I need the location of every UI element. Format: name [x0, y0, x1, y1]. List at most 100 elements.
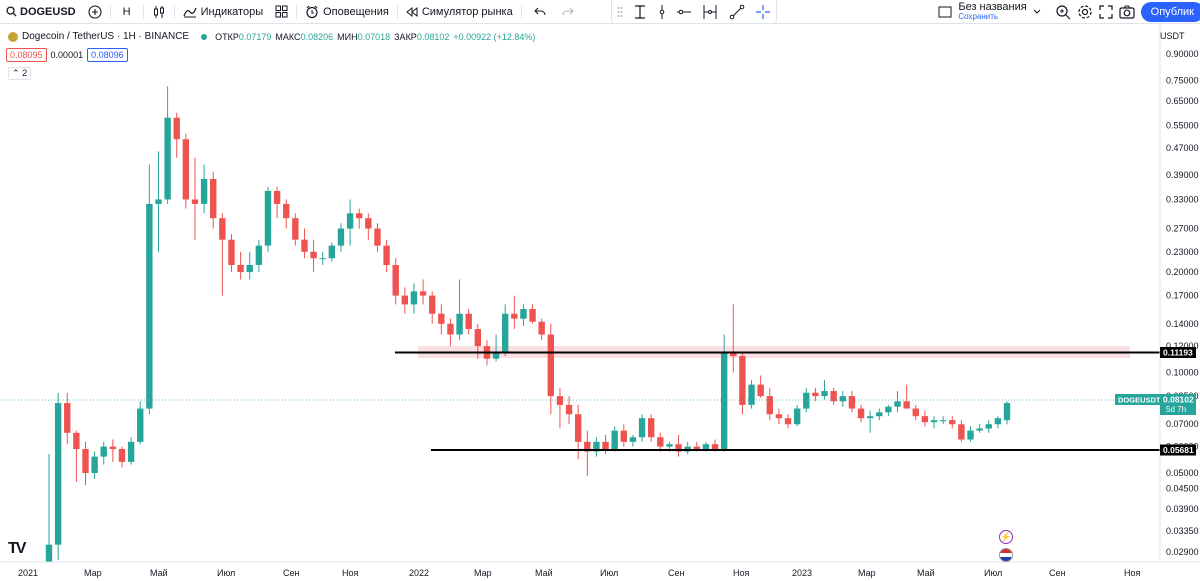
camera-icon[interactable] [1119, 5, 1135, 19]
chart-type-button[interactable] [146, 0, 172, 24]
ohlc-values: ОТКР0.07179 МАКС0.08206 МИН0.07018 ЗАКР0… [215, 32, 535, 42]
symbol-title[interactable]: Dogecoin / TetherUS · 1H · BINANCE [22, 31, 190, 42]
candle [401, 287, 409, 314]
candle [866, 410, 874, 433]
price-tick-label: 0.23000 [1166, 247, 1199, 257]
time-tick-label: Июл [217, 568, 235, 578]
candle [91, 451, 98, 479]
candle [173, 112, 180, 158]
candle [237, 251, 244, 280]
candle [319, 251, 326, 265]
price-tick-label: 0.03350 [1166, 526, 1199, 536]
us-flag-event-icon[interactable] [999, 548, 1013, 562]
indicators-button[interactable]: Индикаторы [177, 0, 270, 24]
trade-buttons: 0.08095 0.00001 0.08096 [6, 48, 128, 62]
text-cursor-icon[interactable] [633, 4, 647, 20]
buy-button[interactable]: 0.08096 [87, 48, 128, 62]
resistance-price-tag [1160, 347, 1196, 358]
alerts-button[interactable]: Оповещения [299, 0, 395, 24]
candle [337, 223, 345, 252]
symbol-search[interactable]: DOGEUSD [0, 0, 82, 24]
horizontal-line-icon[interactable] [676, 8, 692, 16]
layout-icon[interactable] [938, 6, 952, 18]
plus-circle-icon [88, 4, 102, 19]
candle [501, 304, 509, 357]
layout-save-status: Сохранить [958, 12, 999, 21]
time-tick-label: 2021 [18, 568, 38, 578]
dogecoin-logo-icon [8, 31, 18, 42]
currency-label[interactable]: USDT [1160, 31, 1185, 41]
price-tick-label: 0.33000 [1166, 194, 1199, 204]
current-price-tag [1160, 394, 1196, 415]
price-tick-label: 0.47000 [1166, 143, 1199, 153]
price-tick-label: 0.20000 [1166, 267, 1199, 277]
candle [720, 334, 728, 452]
trend-line-icon[interactable] [729, 4, 745, 20]
symbol-tag-box [1115, 394, 1160, 405]
interval-button[interactable]: H [113, 0, 141, 24]
spread-value: 0.00001 [50, 50, 84, 60]
candle [602, 434, 609, 455]
sell-button[interactable]: 0.08095 [6, 48, 47, 62]
lightning-event-icon[interactable]: ⚡ [999, 530, 1013, 544]
divider [173, 4, 175, 19]
high-label: МАКС [275, 31, 301, 42]
candle [885, 404, 892, 417]
price-tick-label: 0.65000 [1166, 96, 1199, 106]
layout-title: Без названия [958, 1, 1027, 13]
vertical-line-icon[interactable] [658, 4, 666, 20]
price-tick-label: 0.05000 [1166, 468, 1199, 478]
price-tick-label: 0.12000 [1166, 341, 1199, 351]
chevron-down-icon[interactable] [1033, 9, 1041, 15]
candle [292, 213, 299, 246]
drag-handle-icon[interactable] [617, 6, 623, 18]
candle [328, 242, 336, 262]
support-price-tag [1160, 444, 1196, 456]
replay-button[interactable]: Симулятор рынка [400, 0, 519, 24]
quick-search-icon[interactable] [1055, 4, 1071, 20]
candle [465, 309, 472, 335]
candle [118, 446, 126, 468]
price-tick-label: 0.39000 [1166, 170, 1199, 180]
candle [730, 304, 737, 373]
price-chart[interactable]: 0.90000 0.75000 0.65000 0.55000 0.47000 0.390… [0, 24, 1200, 581]
candle [675, 434, 682, 457]
candle [574, 404, 582, 460]
candle [803, 387, 810, 413]
time-tick-label: Сен [1049, 568, 1066, 578]
time-tick-label: Ноя [342, 568, 359, 578]
price-tick-label: 0.55000 [1166, 120, 1199, 130]
candle [45, 454, 53, 562]
candle [374, 223, 381, 252]
indicators-label: Индикаторы [200, 5, 264, 18]
compare-button[interactable] [82, 0, 108, 24]
price-tick-label: 0.27000 [1166, 224, 1199, 234]
candle [684, 441, 691, 455]
candle [556, 387, 564, 429]
candle [857, 404, 865, 423]
fullscreen-icon[interactable] [1099, 5, 1113, 19]
candle [821, 379, 828, 400]
tradingview-logo-icon[interactable]: TV [8, 540, 27, 557]
indicators-collapse-toggle[interactable]: ⌃ 2 [8, 67, 32, 80]
candles-icon [152, 5, 166, 19]
candle [164, 86, 171, 204]
date-range-icon[interactable] [702, 4, 718, 20]
replay-label: Симулятор рынка [421, 5, 513, 18]
candle [155, 151, 162, 252]
support-price-label: 0.05681 [1163, 445, 1194, 455]
price-tick-label: 0.10000 [1166, 368, 1199, 378]
undo-button[interactable] [524, 0, 556, 24]
templates-button[interactable] [269, 0, 294, 24]
candle [949, 416, 956, 429]
price-tick-label: 0.90000 [1166, 49, 1199, 59]
candle [593, 437, 600, 457]
redo-button[interactable] [556, 0, 580, 24]
gear-icon[interactable] [1077, 4, 1093, 20]
candle [1003, 401, 1011, 425]
publish-button[interactable]: Опублик [1140, 2, 1200, 22]
candle [547, 323, 555, 415]
divider [520, 4, 522, 19]
layout-name[interactable]: Без названия Сохранить [958, 2, 1026, 22]
crosshair-icon[interactable] [755, 4, 771, 20]
